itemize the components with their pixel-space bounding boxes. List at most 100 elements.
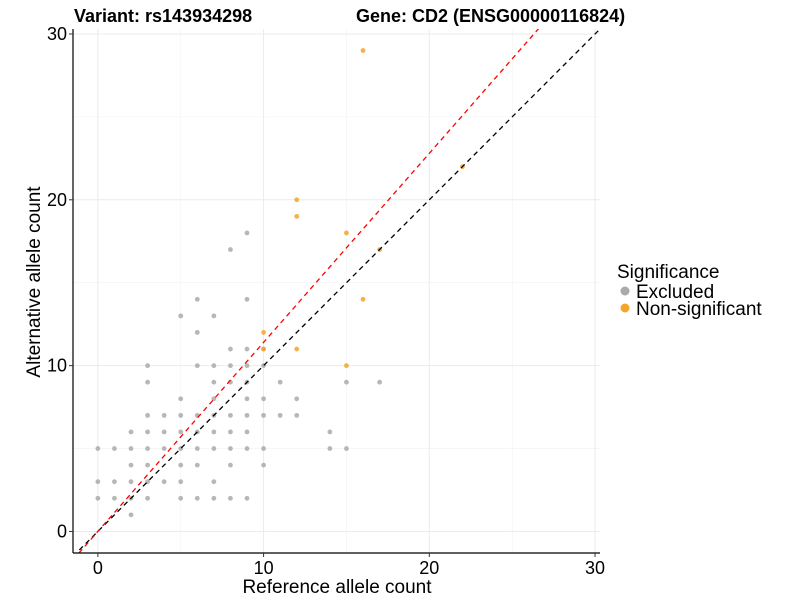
x-axis-label: Reference allele count (242, 577, 432, 598)
data-point-excluded (228, 247, 233, 252)
data-point-excluded (128, 479, 134, 485)
data-point-excluded (294, 396, 300, 402)
data-point-non-significant (344, 230, 349, 236)
axes (72, 29, 600, 554)
legend-swatch-non-significant (620, 303, 630, 313)
data-point-excluded (194, 462, 200, 468)
data-point-excluded (194, 330, 200, 335)
data-point-excluded (294, 412, 300, 418)
data-point-excluded (244, 346, 250, 352)
x-tick-label: 20 (419, 558, 439, 578)
x-tick-label: 0 (93, 558, 103, 578)
data-point-excluded (244, 396, 250, 402)
data-point-excluded (344, 379, 349, 385)
data-point-excluded (178, 313, 184, 319)
data-point-non-significant (360, 296, 366, 302)
data-point-excluded (194, 296, 200, 302)
data-point-excluded (194, 446, 200, 451)
data-point-excluded (161, 412, 167, 418)
data-point-excluded (228, 346, 233, 352)
data-point-excluded (327, 446, 333, 451)
x-tick-label: 10 (254, 558, 274, 578)
data-point-excluded (211, 313, 217, 319)
data-point-excluded (277, 412, 283, 418)
data-point-excluded (145, 446, 150, 451)
data-point-excluded (228, 495, 233, 501)
data-point-excluded (327, 429, 333, 435)
x-tick-label: 30 (585, 558, 605, 578)
data-point-excluded (178, 412, 184, 418)
data-point-excluded (244, 446, 250, 451)
data-point-excluded (344, 446, 349, 451)
data-point-excluded (244, 363, 250, 369)
data-point-non-significant (294, 213, 300, 219)
legend-title: Significance (617, 262, 719, 283)
y-axis-label: Alternative allele count (24, 186, 45, 378)
grid (73, 29, 600, 553)
data-point-excluded (211, 396, 217, 402)
data-point-excluded (161, 429, 167, 435)
data-point-excluded (244, 429, 250, 435)
data-point-excluded (228, 429, 233, 435)
data-point-excluded (261, 396, 266, 402)
data-point-excluded (145, 363, 150, 369)
data-point-excluded (228, 446, 233, 451)
data-point-excluded (95, 446, 101, 451)
legend: Significance Excluded Non-significant (617, 262, 762, 320)
data-point-excluded (211, 429, 217, 435)
chart-title-gene: Gene: CD2 (ENSG00000116824) (356, 6, 625, 26)
data-point-excluded (228, 412, 233, 418)
data-point-excluded (244, 230, 250, 236)
data-point-excluded (145, 379, 150, 385)
data-point-excluded (128, 446, 134, 451)
chart-title-variant: Variant: rs143934298 (74, 6, 252, 26)
data-point-excluded (178, 495, 184, 501)
data-point-excluded (211, 495, 217, 501)
data-point-excluded (161, 479, 167, 485)
data-point-excluded (211, 379, 217, 385)
data-point-excluded (178, 462, 184, 468)
data-point-excluded (261, 446, 266, 451)
data-point-excluded (261, 412, 266, 418)
legend-label-excluded: Excluded (636, 282, 714, 303)
y-tick-label: 10 (47, 356, 67, 376)
data-point-excluded (95, 479, 101, 485)
data-point-excluded (228, 363, 233, 369)
legend-label-non-significant: Non-significant (636, 299, 762, 320)
data-point-excluded (244, 412, 250, 418)
data-point-excluded (211, 479, 217, 485)
data-point-non-significant (360, 48, 366, 53)
data-point-excluded (194, 363, 200, 369)
data-point-excluded (228, 462, 233, 468)
data-point-excluded (277, 379, 283, 385)
data-point-excluded (112, 495, 117, 501)
data-point-excluded (145, 429, 150, 435)
data-point-excluded (145, 462, 150, 468)
data-point-excluded (128, 462, 134, 468)
data-point-excluded (194, 495, 200, 501)
data-point-non-significant (344, 363, 349, 369)
legend-swatch-excluded (620, 286, 630, 296)
data-point-excluded (244, 296, 250, 302)
reference-lines (75, 29, 600, 553)
data-point-excluded (145, 412, 150, 418)
data-point-excluded (112, 446, 117, 451)
data-point-non-significant (261, 346, 266, 352)
data-point-excluded (178, 396, 184, 402)
data-point-excluded (261, 462, 266, 468)
data-point-excluded (112, 479, 117, 485)
data-point-excluded (128, 429, 134, 435)
data-point-excluded (211, 363, 217, 369)
y-tick-label: 20 (47, 190, 67, 210)
data-point-excluded (211, 446, 217, 451)
data-point-excluded (244, 495, 250, 501)
reference-line-identity (75, 29, 600, 553)
data-point-non-significant (261, 330, 266, 335)
data-point-excluded (128, 512, 134, 518)
data-point-excluded (377, 379, 382, 385)
tick-labels: 0 10 20 30 0 10 20 30 (47, 24, 605, 578)
data-point-excluded (95, 495, 101, 501)
y-tick-label: 30 (47, 24, 67, 44)
data-point-excluded (161, 446, 167, 451)
